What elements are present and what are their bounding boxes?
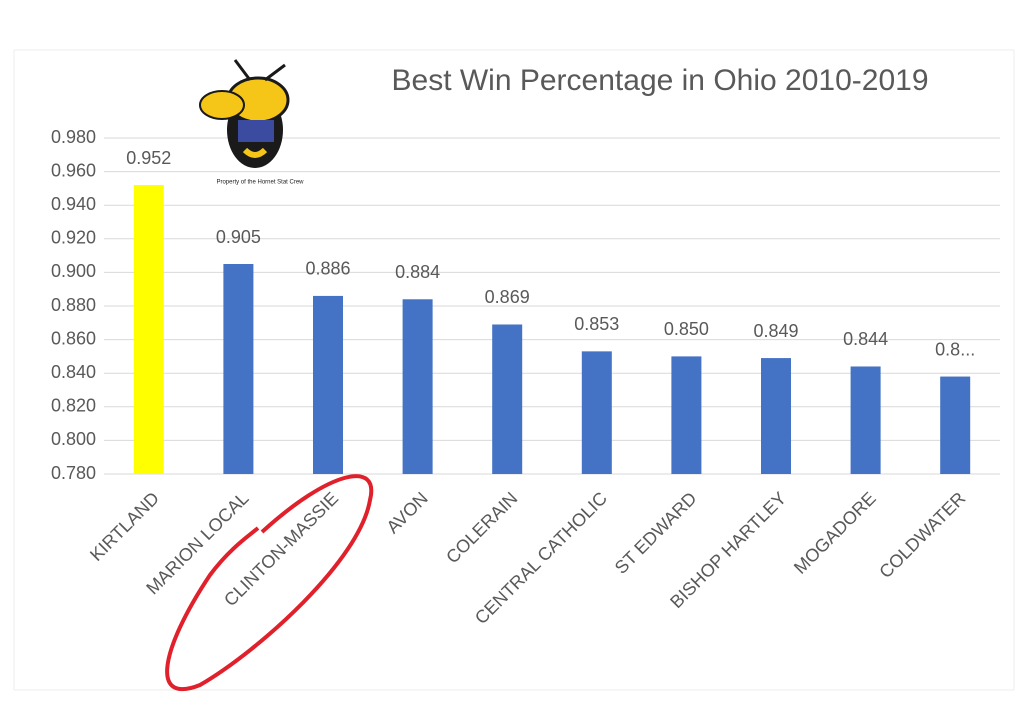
y-tick-label: 0.880 xyxy=(51,295,96,315)
bar xyxy=(133,185,164,475)
y-tick-label: 0.860 xyxy=(51,328,96,348)
y-tick-label: 0.960 xyxy=(51,160,96,180)
logo: Property of the Hornet Stat Crew xyxy=(199,59,304,186)
bar xyxy=(402,299,433,474)
y-tick-label: 0.780 xyxy=(51,463,96,483)
bar xyxy=(761,358,791,474)
frame xyxy=(13,49,1015,691)
bar xyxy=(223,264,254,474)
bar xyxy=(671,356,702,474)
bar xyxy=(940,376,971,474)
bar xyxy=(492,324,523,474)
value-label: 0.886 xyxy=(305,259,350,279)
y-tick-label: 0.820 xyxy=(51,396,96,416)
value-label: 0.849 xyxy=(753,321,798,341)
value-label: 0.8... xyxy=(935,339,975,359)
y-tick-label: 0.900 xyxy=(51,261,96,281)
bar xyxy=(850,366,881,474)
value-label: 0.884 xyxy=(395,262,440,282)
logo-caption: Property of the Hornet Stat Crew xyxy=(216,180,304,186)
y-tick-label: 0.940 xyxy=(51,194,96,214)
logo-wing xyxy=(199,90,245,120)
bar xyxy=(313,295,343,474)
chart-title: Best Win Percentage in Ohio 2010-2019 xyxy=(392,64,929,97)
value-label: 0.952 xyxy=(126,148,171,168)
y-tick-label: 0.980 xyxy=(51,127,96,147)
logo-stripe xyxy=(242,147,268,158)
logo-antenna xyxy=(233,59,286,82)
hand-drawn-circle xyxy=(165,474,374,692)
logo-shirt xyxy=(238,120,274,142)
value-label: 0.905 xyxy=(216,227,261,247)
y-tick-label: 0.920 xyxy=(51,228,96,248)
bar xyxy=(581,351,612,474)
value-label: 0.853 xyxy=(574,314,619,334)
y-tick-label: 0.840 xyxy=(51,362,96,382)
y-tick-label: 0.800 xyxy=(51,429,96,449)
value-label: 0.844 xyxy=(843,329,888,349)
value-label: 0.869 xyxy=(485,287,530,307)
value-label: 0.850 xyxy=(664,319,709,339)
